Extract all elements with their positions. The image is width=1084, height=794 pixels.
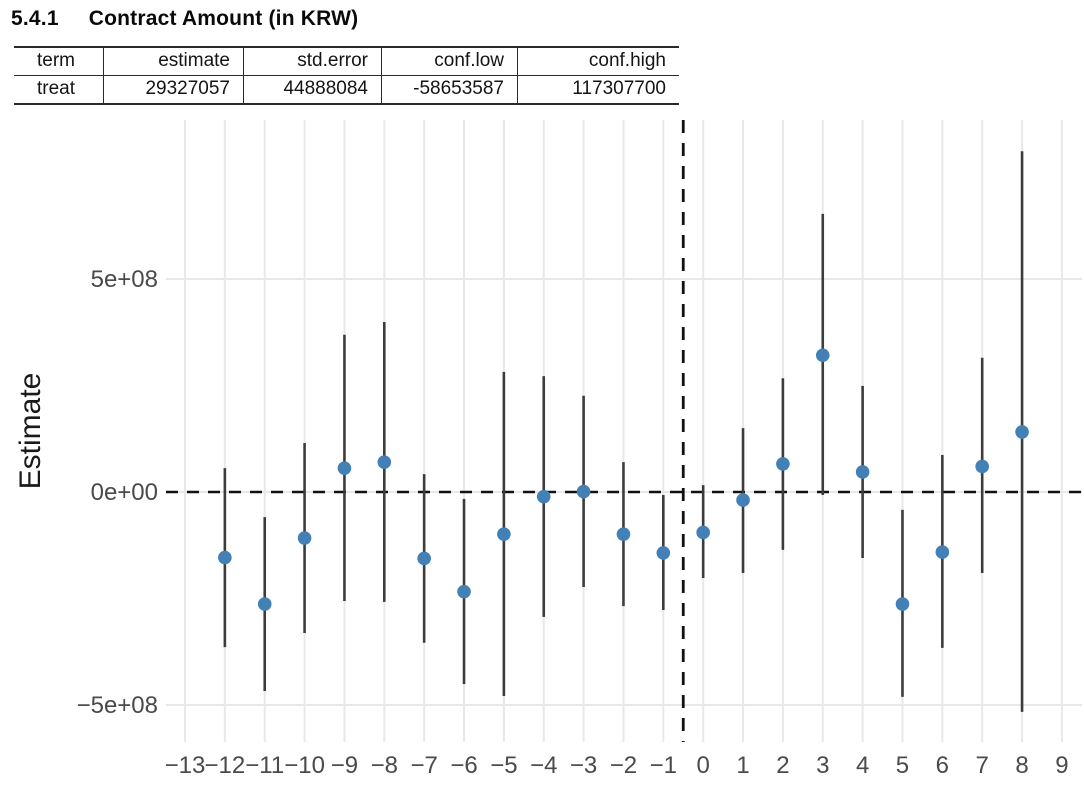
estimate-point xyxy=(337,461,352,475)
estimate-point xyxy=(536,489,551,504)
estimate-point xyxy=(297,531,312,545)
x-tick-label: −12 xyxy=(205,752,246,779)
x-tick-label: −13 xyxy=(165,752,206,779)
x-tick-label: 1 xyxy=(736,752,749,779)
y-axis-title: Estimate xyxy=(14,373,47,490)
table-cell-estimate: 29327057 xyxy=(103,75,244,105)
estimate-point xyxy=(855,465,870,479)
estimate-point xyxy=(975,459,989,474)
x-tick-label: −5 xyxy=(490,752,517,779)
regression-summary-table: term estimate std.error conf.low conf.high tr… xyxy=(14,46,679,105)
table-cell-conf-low: -58653587 xyxy=(381,75,518,105)
estimate-point xyxy=(257,597,272,611)
table-header-std-error: std.error xyxy=(243,46,382,76)
x-tick-label: 8 xyxy=(1015,752,1028,779)
table-header-estimate: estimate xyxy=(103,46,244,76)
y-tick-label: 0e+00 xyxy=(91,479,158,506)
x-tick-label: 7 xyxy=(976,752,989,779)
x-tick-label: 5 xyxy=(896,752,909,779)
estimate-point xyxy=(1015,425,1029,439)
x-tick-label: −6 xyxy=(450,752,477,779)
x-tick-label: −2 xyxy=(610,752,637,779)
x-tick-label: −8 xyxy=(371,752,398,779)
table-cell-std-error: 44888084 xyxy=(243,75,382,105)
estimate-point xyxy=(377,455,392,469)
estimate-point xyxy=(576,484,591,499)
x-tick-label: 6 xyxy=(936,752,949,779)
x-tick-label: 3 xyxy=(816,752,829,779)
x-tick-label: −7 xyxy=(410,752,437,779)
table-cell-conf-high: 117307700 xyxy=(517,75,679,105)
estimate-point xyxy=(497,527,511,541)
y-tick-label: −5e+08 xyxy=(77,692,158,719)
x-tick-label: −1 xyxy=(650,752,677,779)
estimate-point xyxy=(616,527,631,541)
x-tick-label: 9 xyxy=(1055,752,1068,779)
estimate-point xyxy=(776,457,790,471)
table-header-term: term xyxy=(14,46,104,76)
estimate-point xyxy=(895,597,910,611)
y-tick-label: 5e+08 xyxy=(91,266,158,293)
estimate-point xyxy=(656,546,671,560)
estimate-point xyxy=(417,551,431,566)
table-cell-term: treat xyxy=(14,75,104,105)
x-tick-label: −10 xyxy=(284,752,325,779)
estimate-point xyxy=(696,525,710,540)
estimate-point xyxy=(815,348,830,363)
section-heading: 5.4.1 Contract Amount (in KRW) xyxy=(11,7,358,31)
x-tick-label: 0 xyxy=(697,752,710,779)
x-tick-label: −4 xyxy=(530,752,557,779)
x-tick-label: −11 xyxy=(245,752,284,779)
estimate-point xyxy=(457,584,471,599)
estimate-point xyxy=(736,493,750,507)
estimate-point xyxy=(935,545,950,559)
x-tick-label: 2 xyxy=(776,752,789,779)
x-tick-label: −3 xyxy=(570,752,597,779)
table-header-conf-low: conf.low xyxy=(381,46,518,76)
section-title: Contract Amount (in KRW) xyxy=(88,7,359,30)
table-row: treat 29327057 44888084 -58653587 117307700 xyxy=(14,75,679,105)
x-tick-label: 4 xyxy=(856,752,869,779)
x-tick-label: −9 xyxy=(331,752,358,779)
estimate-point xyxy=(218,550,232,565)
section-number: 5.4.1 xyxy=(11,7,59,30)
table-header-conf-high: conf.high xyxy=(517,46,679,76)
